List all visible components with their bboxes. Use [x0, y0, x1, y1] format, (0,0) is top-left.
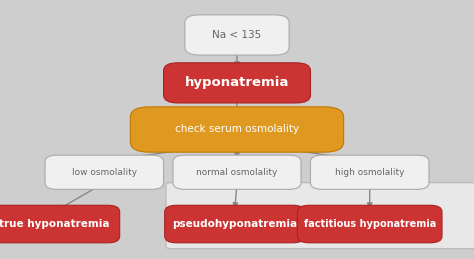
FancyBboxPatch shape — [0, 205, 119, 243]
Text: Na < 135: Na < 135 — [212, 30, 262, 40]
Text: factitious hyponatremia: factitious hyponatremia — [303, 219, 436, 229]
FancyBboxPatch shape — [298, 205, 442, 243]
FancyBboxPatch shape — [130, 107, 344, 152]
Text: high osmolality: high osmolality — [335, 168, 404, 177]
Text: hyponatremia: hyponatremia — [185, 76, 289, 89]
Text: low osmolality: low osmolality — [72, 168, 137, 177]
Text: pseudohyponatremia: pseudohyponatremia — [172, 219, 297, 229]
FancyBboxPatch shape — [164, 205, 304, 243]
FancyBboxPatch shape — [164, 63, 310, 103]
Text: check serum osmolality: check serum osmolality — [175, 125, 299, 134]
FancyBboxPatch shape — [185, 15, 289, 55]
Text: false hyponatremia: false hyponatremia — [273, 232, 367, 242]
FancyBboxPatch shape — [45, 155, 164, 189]
FancyBboxPatch shape — [310, 155, 429, 189]
Text: normal osmolality: normal osmolality — [196, 168, 278, 177]
FancyBboxPatch shape — [166, 183, 474, 249]
FancyBboxPatch shape — [173, 155, 301, 189]
Text: true hyponatremia: true hyponatremia — [0, 219, 110, 229]
